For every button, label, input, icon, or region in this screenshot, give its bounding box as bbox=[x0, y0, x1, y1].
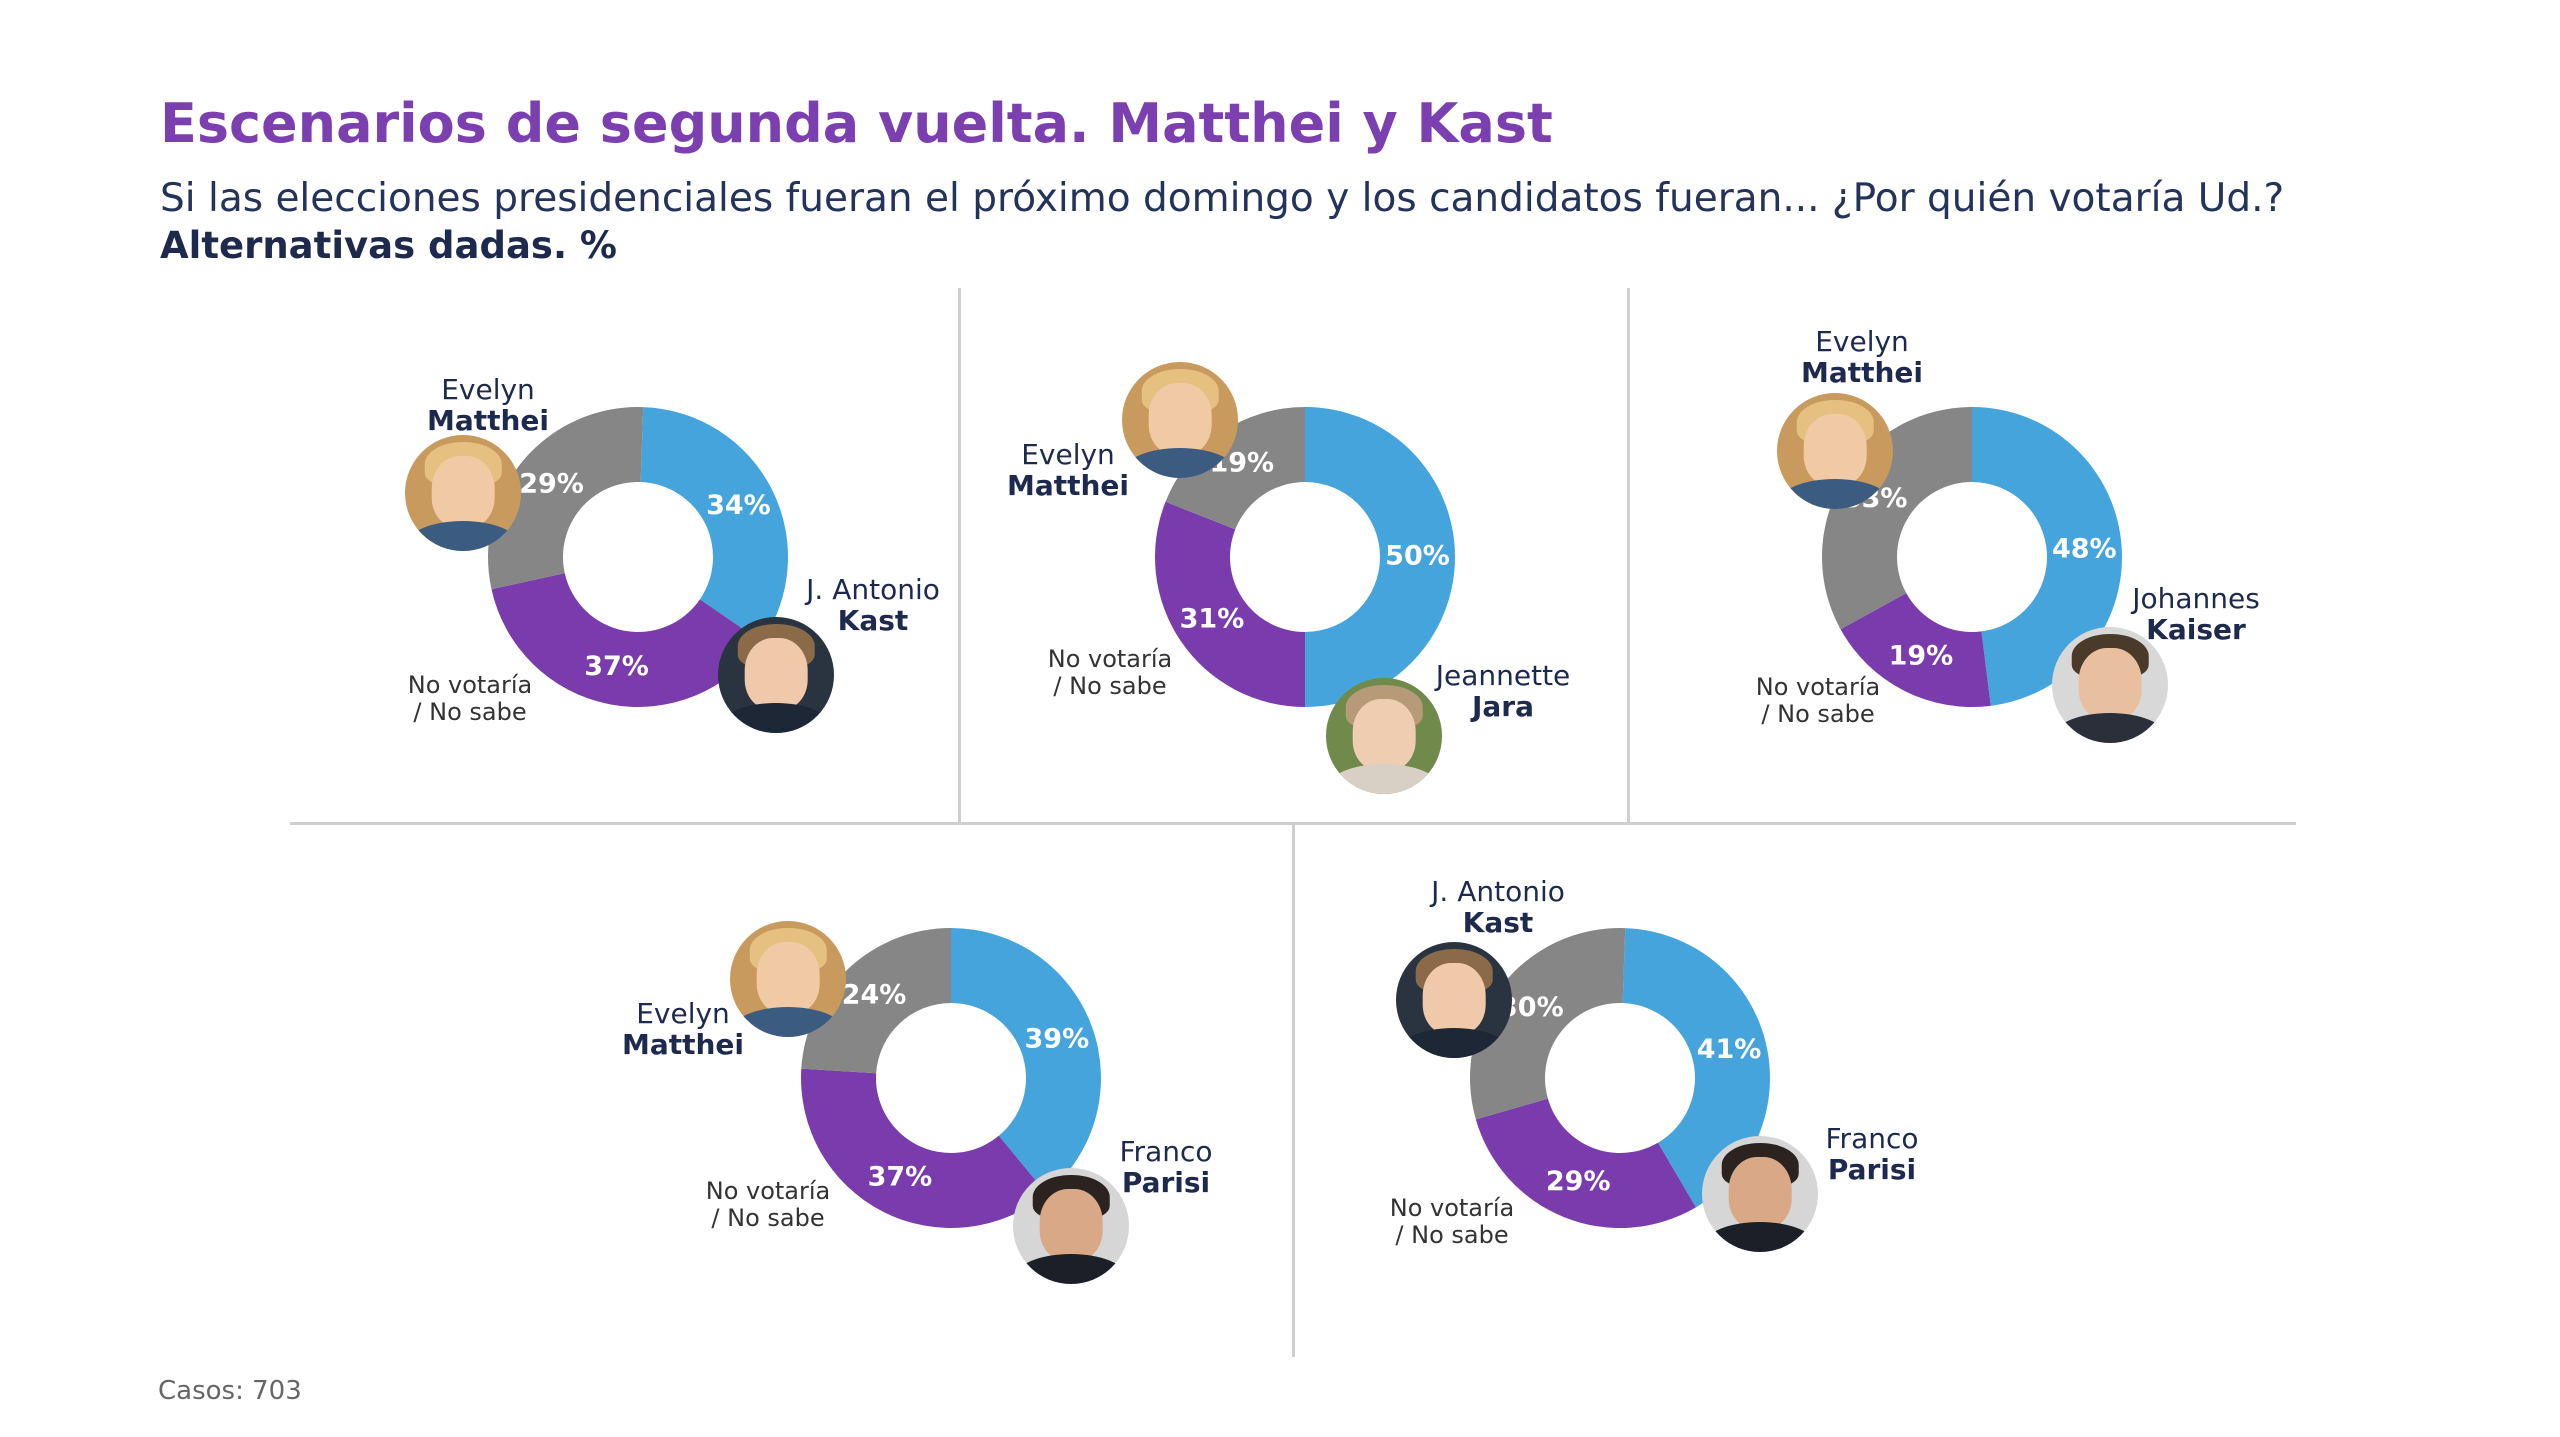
avatar-kast bbox=[718, 617, 834, 733]
candidate-label-matthei: Evelyn Matthei bbox=[1800, 325, 1924, 390]
avatar-parisi bbox=[1013, 1168, 1129, 1284]
avatar-matthei bbox=[1122, 362, 1238, 478]
data-label-candidate-1: 50% bbox=[1385, 541, 1450, 572]
divider-vertical-top-left bbox=[958, 288, 961, 822]
donut-segment-candidate-1 bbox=[1305, 407, 1455, 707]
donut-segment-candidate-2 bbox=[1155, 501, 1305, 707]
divider-vertical-bottom bbox=[1292, 825, 1295, 1357]
avatar-kaiser bbox=[2052, 627, 2168, 743]
candidate-label-jara: Jeannette Jara bbox=[1435, 659, 1571, 724]
donut-segment-candidate-2 bbox=[1475, 1098, 1696, 1228]
candidate-label-kast: J. Antonio Kast bbox=[1431, 875, 1565, 940]
donut-segment-candidate-1 bbox=[1972, 407, 2122, 706]
donut-chart-matthei-parisi: 39% 37% 24% bbox=[801, 928, 1101, 1228]
page-subtitle: Si las elecciones presidenciales fueran … bbox=[160, 176, 2285, 221]
donut-segment-candidate-2 bbox=[801, 1068, 1047, 1228]
donut-chart-matthei-kaiser: 48%19%33% bbox=[1822, 407, 2122, 707]
donut-chart-kast-parisi: 41%29%30% bbox=[1470, 928, 1770, 1228]
donut-chart-matthei-jara: 50%31%19% bbox=[1155, 407, 1455, 707]
avatar-kast bbox=[1396, 942, 1512, 1058]
data-label-candidate-1: 39% bbox=[1025, 1023, 1090, 1054]
donut-segment-candidate-1 bbox=[640, 407, 788, 642]
donut-segment-no-vote bbox=[1165, 407, 1305, 530]
donut-segment-candidate-1 bbox=[1622, 928, 1770, 1208]
avatar-matthei bbox=[405, 435, 521, 551]
divider-vertical-top-right bbox=[1627, 288, 1630, 822]
donut-chart-matthei-kast: 34% 37% 29% bbox=[488, 407, 788, 707]
candidate-label-matthei: Evelyn Matthei bbox=[426, 373, 550, 438]
avatar-matthei bbox=[1777, 393, 1893, 509]
avatar-parisi bbox=[1702, 1136, 1818, 1252]
candidate-label-kast: J. Antonio Kast bbox=[806, 573, 940, 638]
no-vote-label: No votaría / No sabe bbox=[1755, 673, 1881, 728]
sample-size-footnote: Casos: 703 bbox=[158, 1376, 302, 1406]
data-label-candidate-2: 37% bbox=[868, 1162, 933, 1193]
candidate-label-parisi: Franco Parisi bbox=[1825, 1122, 1919, 1187]
donut-segment-no-vote bbox=[1470, 928, 1626, 1120]
data-label-candidate-2: 31% bbox=[1180, 604, 1245, 635]
data-label-no-vote: 24% bbox=[842, 979, 907, 1010]
candidate-label-matthei: Evelyn Matthei bbox=[1006, 438, 1130, 503]
no-vote-label: No votaría / No sabe bbox=[1047, 645, 1173, 700]
data-label-candidate-1: 48% bbox=[2052, 533, 2117, 564]
candidate-label-parisi: Franco Parisi bbox=[1119, 1135, 1213, 1200]
divider-horizontal bbox=[290, 822, 2296, 825]
donut-segment-candidate-2 bbox=[1840, 593, 1991, 707]
data-label-candidate-2: 19% bbox=[1889, 641, 1954, 672]
data-label-candidate-2: 37% bbox=[584, 651, 649, 682]
donut-segment-candidate-2 bbox=[491, 573, 762, 707]
data-label-candidate-2: 29% bbox=[1546, 1166, 1611, 1197]
no-vote-label: No votaría / No sabe bbox=[407, 671, 533, 726]
donut-segment-no-vote bbox=[488, 407, 644, 590]
donut-segment-candidate-1 bbox=[951, 928, 1101, 1194]
page-subtitle-bold: Alternativas dadas. % bbox=[160, 224, 617, 267]
no-vote-label: No votaría / No sabe bbox=[705, 1177, 831, 1232]
avatar-jara bbox=[1326, 678, 1442, 794]
avatar-matthei bbox=[730, 921, 846, 1037]
data-label-no-vote: 29% bbox=[519, 468, 584, 499]
candidate-label-matthei: Evelyn Matthei bbox=[621, 997, 745, 1062]
no-vote-label: No votaría / No sabe bbox=[1389, 1194, 1515, 1249]
candidate-label-kaiser: Johannes Kaiser bbox=[2132, 582, 2260, 647]
data-label-candidate-1: 41% bbox=[1697, 1034, 1762, 1065]
data-label-candidate-1: 34% bbox=[706, 490, 771, 521]
page-title: Escenarios de segunda vuelta. Matthei y … bbox=[160, 92, 1553, 155]
